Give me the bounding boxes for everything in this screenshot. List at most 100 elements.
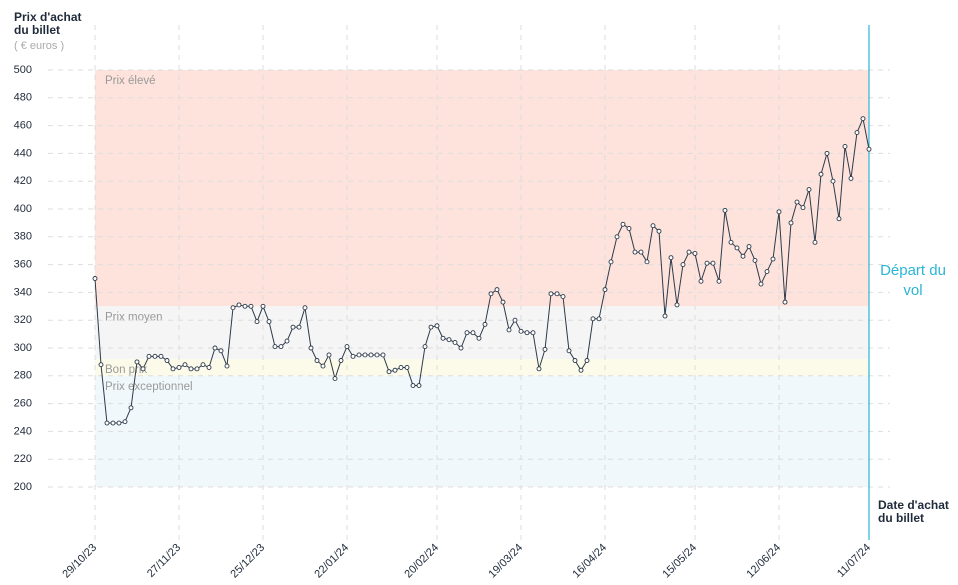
price-point (512, 317, 518, 323)
price-point (278, 344, 284, 350)
price-point (236, 302, 242, 308)
x-tick-label: 22/01/24 (312, 542, 351, 581)
price-point (824, 150, 830, 156)
price-point (410, 383, 416, 388)
price-point (308, 345, 314, 351)
price-point (188, 366, 194, 372)
price-point (488, 291, 494, 297)
price-point (680, 262, 686, 268)
price-point (746, 244, 752, 249)
y-tick-label: 260 (14, 398, 32, 410)
price-point (386, 369, 392, 375)
price-band (95, 306, 869, 360)
price-point (848, 175, 854, 181)
price-point (158, 353, 164, 359)
price-point (506, 327, 512, 333)
price-point (98, 362, 104, 368)
price-point (254, 319, 260, 325)
price-point (476, 335, 482, 341)
price-point (290, 324, 296, 330)
price-point (698, 278, 704, 284)
price-point (92, 276, 98, 281)
price-point (830, 178, 836, 184)
price-point (632, 249, 638, 255)
price-point (206, 365, 212, 370)
y-axis-unit: ( € euros ) (14, 40, 65, 52)
price-point (320, 363, 326, 369)
price-line (94, 116, 870, 424)
price-point (800, 205, 806, 211)
x-tick-label: 27/11/23 (145, 542, 183, 580)
price-point (806, 187, 812, 192)
price-point (782, 299, 788, 305)
x-tick-label: 19/03/24 (486, 542, 525, 581)
price-point (572, 358, 578, 363)
y-tick-label: 200 (14, 481, 32, 493)
price-point (404, 365, 410, 370)
price-point (116, 420, 122, 426)
price-point (362, 352, 368, 358)
price-point (614, 234, 620, 240)
x-tick-label: 12/06/24 (744, 542, 783, 581)
price-point (602, 287, 608, 293)
price-point (128, 405, 134, 411)
price-band (95, 359, 869, 376)
price-point (560, 294, 566, 300)
price-point (794, 199, 800, 205)
price-point (218, 348, 224, 354)
x-tick-label: 15/05/24 (660, 542, 699, 581)
price-point (740, 253, 746, 259)
price-point (242, 303, 248, 309)
price-point (212, 345, 218, 351)
price-point (182, 362, 188, 368)
price-point (704, 260, 710, 266)
departure-label: Départ du vol (880, 262, 946, 299)
price-point (110, 420, 116, 426)
price-point (230, 305, 236, 311)
price-point (818, 171, 824, 177)
price-point (326, 352, 332, 358)
price-band (95, 70, 869, 307)
price-point (542, 346, 548, 352)
x-axis-title: Date d'achat du billet (878, 498, 949, 525)
price-point (548, 291, 554, 297)
x-tick-label: 16/04/24 (570, 542, 609, 581)
price-point (458, 345, 464, 351)
price-point (722, 207, 728, 213)
price-point (350, 353, 356, 359)
price-point (668, 255, 674, 261)
price-point (608, 259, 614, 265)
y-tick-label: 360 (14, 259, 32, 271)
price-point (140, 366, 146, 372)
price-point (284, 338, 290, 344)
price-point (860, 116, 866, 122)
price-point (662, 313, 668, 319)
x-tick-label: 20/02/24 (402, 542, 441, 581)
price-point (518, 328, 524, 334)
y-tick-label: 460 (14, 120, 32, 132)
price-point (200, 362, 206, 368)
band-label: Prix moyen (105, 311, 163, 323)
price-point (866, 146, 872, 152)
price-point (428, 324, 434, 330)
price-point (302, 305, 308, 311)
price-point (164, 358, 170, 363)
price-point (470, 330, 476, 336)
price-point (146, 353, 152, 359)
y-tick-label: 320 (14, 314, 32, 326)
price-point (578, 367, 584, 373)
price-point (464, 330, 470, 336)
price-point (584, 358, 590, 363)
price-point (194, 366, 200, 372)
price-point (842, 143, 848, 149)
price-point (392, 367, 398, 373)
price-point (446, 337, 452, 343)
y-tick-label: 420 (14, 175, 32, 187)
price-point (122, 419, 128, 425)
price-point (422, 344, 428, 350)
price-point (812, 239, 818, 245)
price-point (728, 239, 734, 245)
y-tick-label: 440 (14, 147, 32, 159)
price-point (788, 220, 794, 226)
y-axis-title: Prix d'achat du billet (14, 10, 82, 37)
